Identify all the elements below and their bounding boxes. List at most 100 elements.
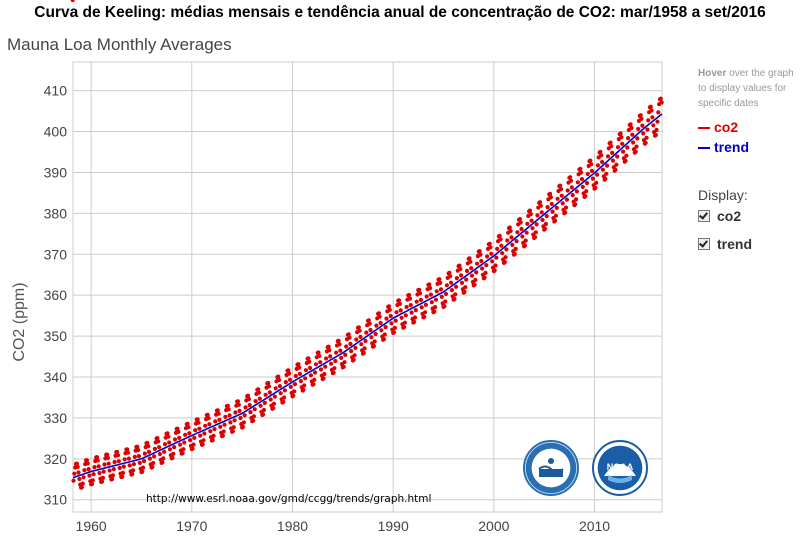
co2-point bbox=[331, 370, 336, 375]
y-tick-label: 400 bbox=[44, 124, 68, 140]
co2-point bbox=[504, 247, 509, 252]
toggle-co2[interactable]: co2 bbox=[698, 208, 741, 224]
co2-point bbox=[560, 201, 565, 206]
co2-point bbox=[167, 440, 172, 445]
co2-point bbox=[544, 214, 549, 219]
co2-point bbox=[324, 356, 329, 361]
co2-point bbox=[89, 481, 95, 487]
co2-point bbox=[388, 313, 393, 319]
co2-point bbox=[564, 197, 570, 202]
co2-point bbox=[479, 258, 484, 264]
co2-point bbox=[520, 234, 525, 239]
trend-checkbox[interactable] bbox=[698, 238, 710, 250]
co2-point bbox=[608, 140, 613, 145]
co2-point bbox=[589, 162, 594, 167]
co2-point bbox=[397, 301, 402, 306]
co2-point bbox=[565, 188, 570, 193]
co2-point bbox=[654, 127, 659, 132]
co2-point bbox=[407, 296, 413, 301]
co2-point bbox=[519, 226, 524, 232]
co2-point bbox=[282, 395, 287, 400]
co2-point bbox=[220, 433, 225, 438]
co2-point bbox=[218, 424, 223, 429]
co2-point bbox=[236, 402, 241, 407]
co2-point bbox=[150, 464, 155, 470]
co2-point bbox=[81, 475, 86, 480]
co2-point bbox=[593, 185, 598, 190]
co2-point bbox=[115, 449, 120, 455]
co2-point bbox=[271, 401, 277, 406]
trend-series bbox=[72, 113, 663, 479]
legend-co2-swatch bbox=[698, 127, 710, 130]
co2-point bbox=[242, 413, 247, 418]
trend-line bbox=[72, 113, 663, 479]
co2-point bbox=[386, 304, 392, 309]
co2-point bbox=[241, 420, 246, 425]
co2-point bbox=[381, 337, 386, 342]
co2-point bbox=[222, 422, 227, 427]
co2-point bbox=[448, 274, 453, 279]
co2-point bbox=[525, 221, 530, 226]
co2-point bbox=[230, 429, 235, 434]
co2-checkbox[interactable] bbox=[698, 210, 710, 222]
co2-point bbox=[246, 396, 251, 402]
co2-point bbox=[529, 218, 534, 223]
co2-point bbox=[361, 350, 366, 355]
co2-point bbox=[524, 230, 529, 235]
co2-point bbox=[590, 176, 596, 181]
co2-point bbox=[533, 230, 538, 235]
co2-point bbox=[268, 397, 273, 402]
co2-point bbox=[125, 450, 131, 455]
co2-point bbox=[95, 458, 100, 463]
co2-point bbox=[165, 431, 170, 436]
co2-point bbox=[318, 367, 324, 372]
co2-point bbox=[351, 357, 356, 362]
co2-point bbox=[454, 276, 459, 281]
co2-point bbox=[120, 474, 125, 479]
co2-point bbox=[542, 226, 548, 231]
co2-point bbox=[359, 342, 364, 347]
co2-point bbox=[167, 447, 173, 452]
co2-point bbox=[201, 438, 206, 443]
co2-point bbox=[77, 476, 82, 482]
co2-point bbox=[273, 386, 278, 391]
co2-point bbox=[233, 410, 238, 415]
co2-point bbox=[643, 140, 648, 145]
co2-point bbox=[648, 104, 653, 109]
co2-point bbox=[297, 371, 303, 376]
co2-point bbox=[102, 462, 107, 467]
co2-point bbox=[408, 303, 413, 308]
co2-point bbox=[263, 392, 268, 397]
co2-point bbox=[624, 153, 629, 158]
co2-point bbox=[297, 365, 302, 370]
co2-point bbox=[646, 118, 651, 123]
co2-point bbox=[629, 125, 634, 131]
co2-point bbox=[482, 275, 487, 280]
co2-point bbox=[210, 437, 215, 443]
x-tick-label: 1990 bbox=[378, 518, 409, 534]
co2-point bbox=[212, 427, 217, 432]
y-tick-label: 330 bbox=[44, 410, 68, 426]
co2-point bbox=[398, 308, 403, 313]
co2-point bbox=[318, 360, 323, 365]
co2-point bbox=[579, 170, 584, 175]
co2-point bbox=[367, 321, 372, 326]
co2-point bbox=[262, 400, 267, 405]
co2-point bbox=[298, 379, 303, 384]
co2-point bbox=[79, 485, 84, 490]
co2-point bbox=[322, 371, 327, 377]
co2-point bbox=[137, 460, 142, 465]
co2-point bbox=[346, 332, 351, 337]
co2-point bbox=[414, 299, 419, 304]
co2-point bbox=[418, 297, 423, 302]
chart-title: Mauna Loa Monthly Averages bbox=[7, 35, 232, 54]
co2-point bbox=[288, 384, 293, 389]
co2-point bbox=[339, 355, 344, 360]
co2-point bbox=[568, 178, 574, 183]
co2-point bbox=[343, 352, 348, 357]
co2-point bbox=[503, 255, 508, 260]
co2-point bbox=[105, 452, 110, 457]
co2-point bbox=[510, 242, 515, 247]
toggle-trend[interactable]: trend bbox=[698, 236, 752, 252]
